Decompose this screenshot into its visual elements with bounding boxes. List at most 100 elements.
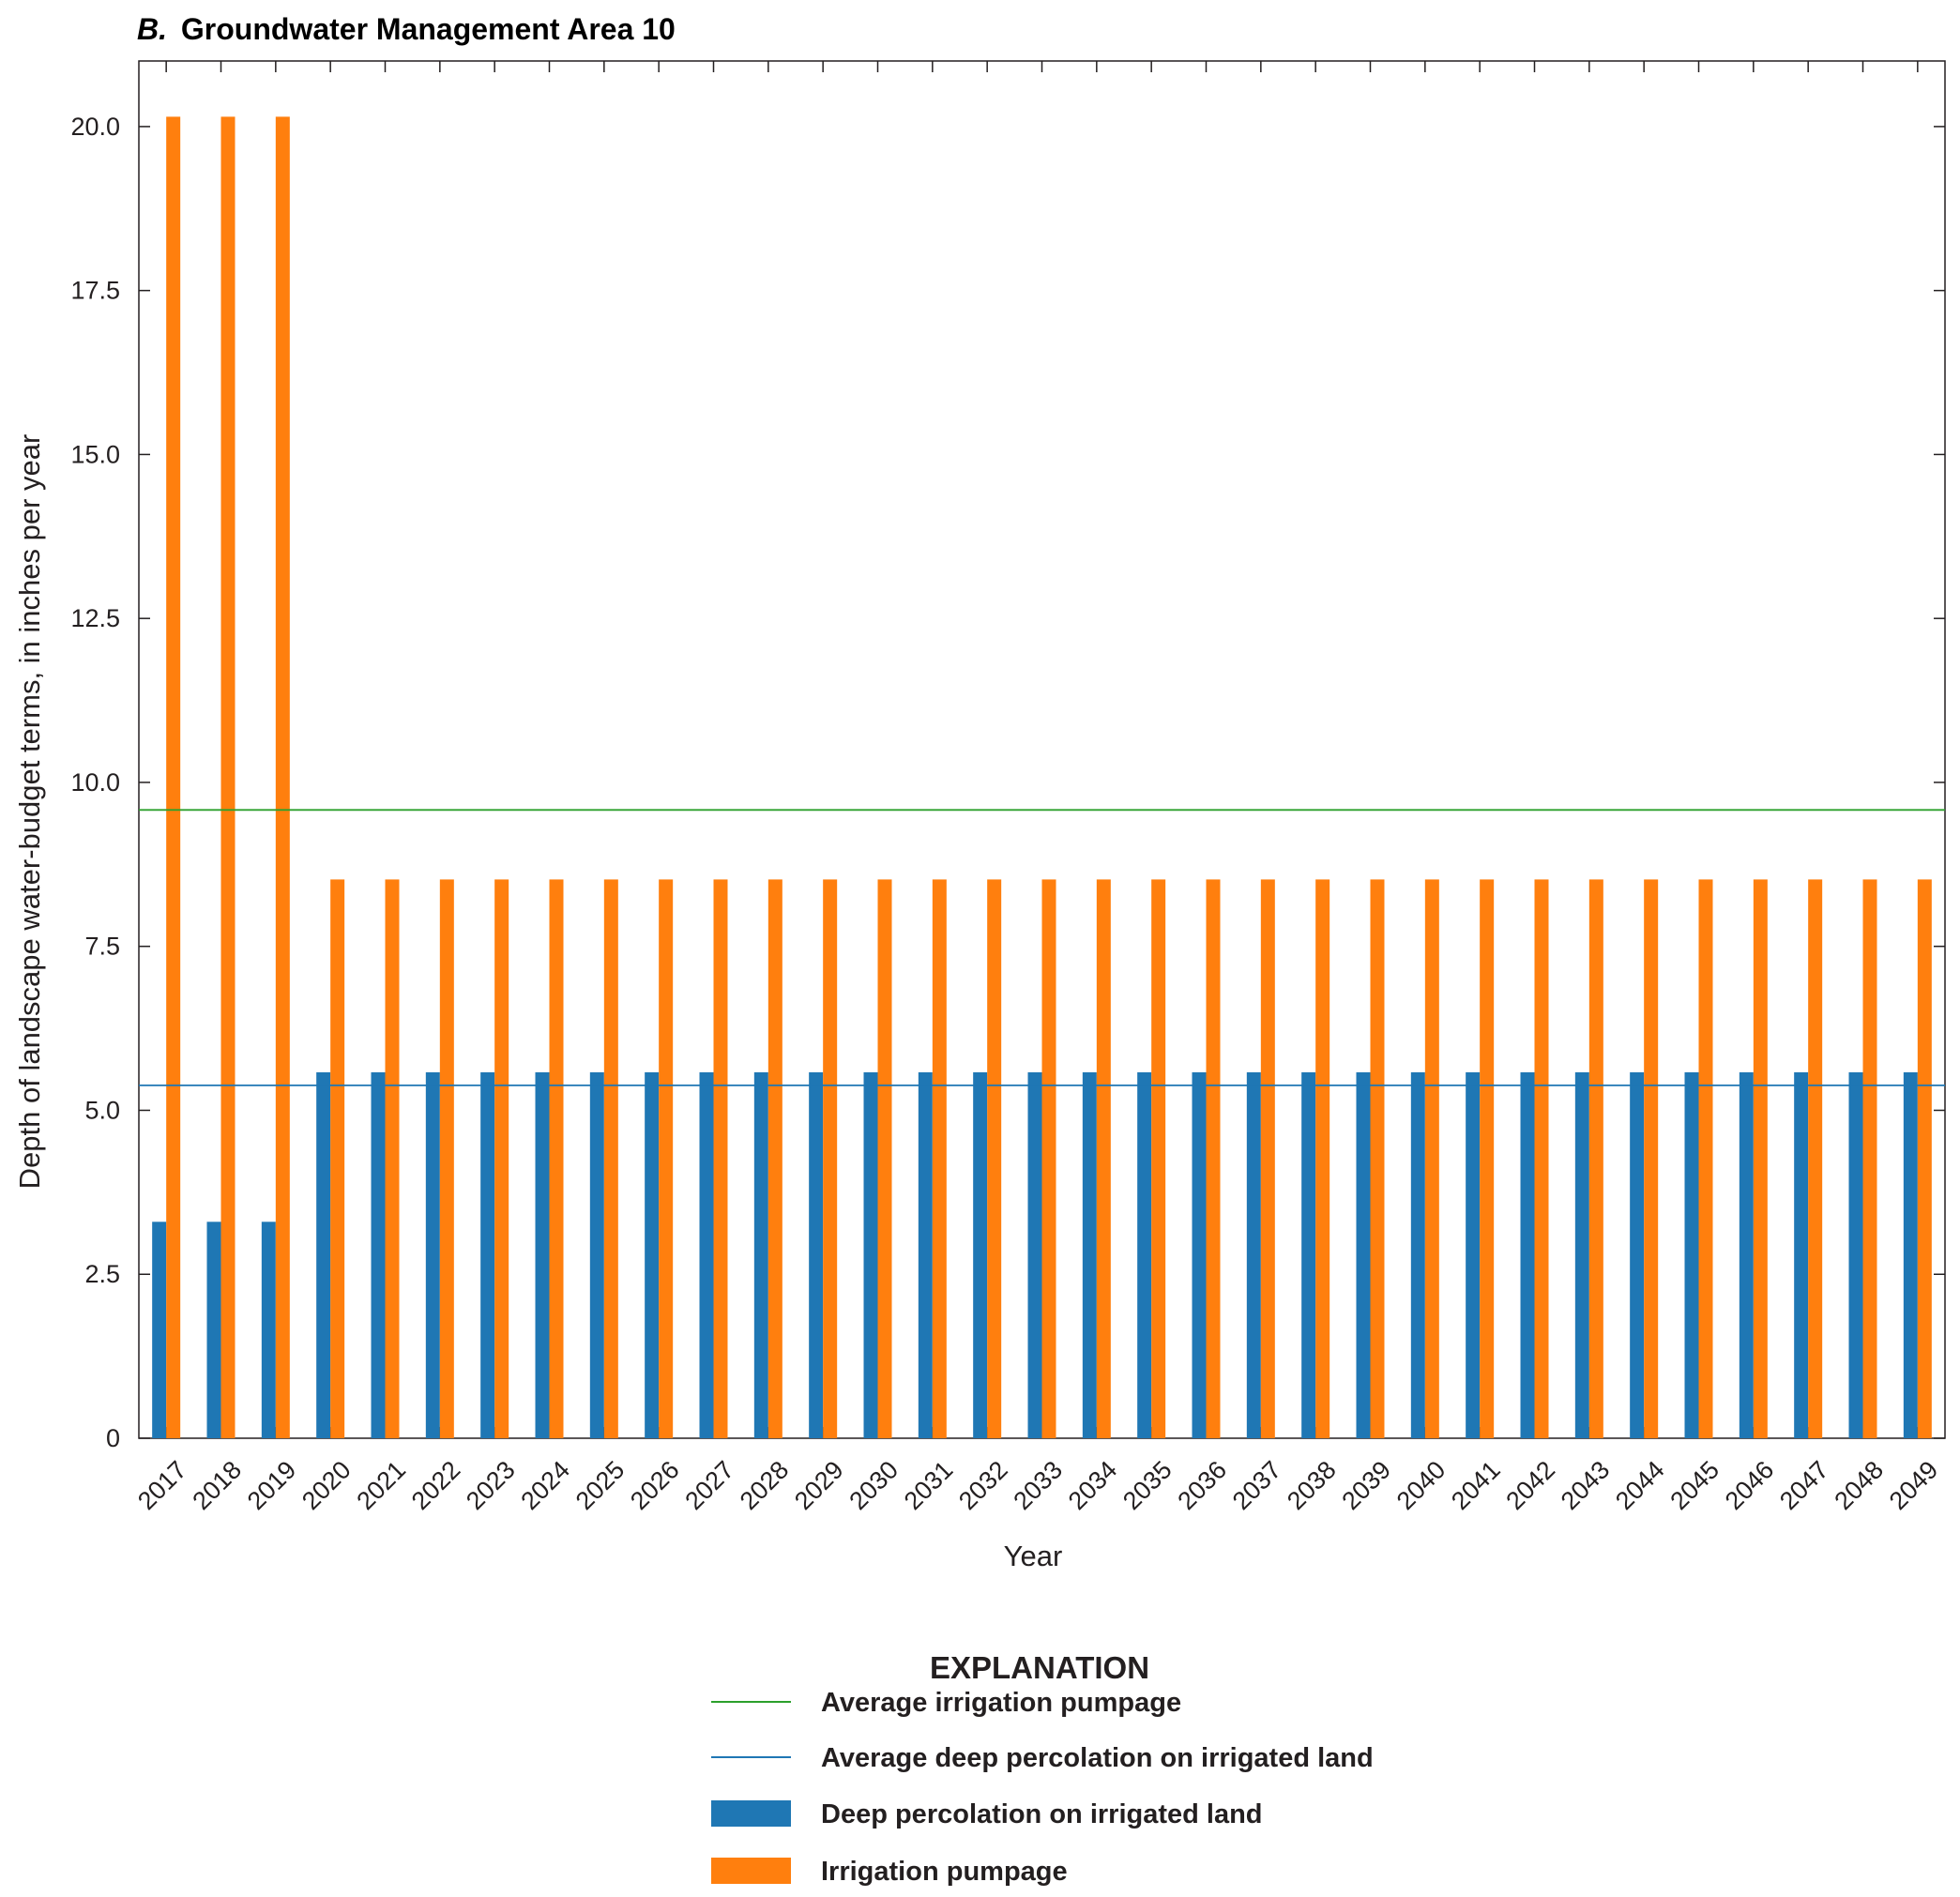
x-tick-label: 2017 — [132, 1455, 192, 1515]
x-tick-label: 2039 — [1336, 1455, 1396, 1515]
bar-irrigation-pumpage — [603, 879, 618, 1438]
x-tick-label: 2031 — [899, 1455, 959, 1515]
bar-deep-percolation — [1027, 1071, 1042, 1438]
x-tick-label: 2023 — [461, 1455, 521, 1515]
x-tick-label: 2029 — [789, 1455, 849, 1515]
bar-deep-percolation — [371, 1071, 386, 1438]
legend-heading: EXPLANATION — [930, 1650, 1149, 1685]
chart-title-lead: B. — [137, 12, 167, 46]
y-tick-label: 0 — [106, 1424, 120, 1452]
bar-deep-percolation — [1410, 1071, 1425, 1438]
y-tick-label: 15.0 — [70, 440, 120, 468]
bar-deep-percolation — [1246, 1071, 1261, 1438]
x-tick-label: 2035 — [1117, 1455, 1178, 1515]
x-tick-label: 2044 — [1610, 1455, 1670, 1515]
bar-irrigation-pumpage — [1534, 879, 1549, 1438]
bar-irrigation-pumpage — [330, 879, 345, 1438]
y-axis-title: Depth of landscape water-budget terms, i… — [13, 434, 46, 1190]
bar-irrigation-pumpage — [1424, 879, 1439, 1438]
legend-item-label: Average irrigation pumpage — [821, 1688, 1181, 1718]
y-tick-label: 20.0 — [70, 113, 120, 141]
legend-item-label: Irrigation pumpage — [821, 1857, 1068, 1887]
x-tick-label: 2022 — [406, 1455, 466, 1515]
y-tick-label: 10.0 — [70, 768, 120, 797]
bar-irrigation-pumpage — [713, 879, 728, 1438]
bar-irrigation-pumpage — [1698, 879, 1713, 1438]
bar-deep-percolation — [1848, 1071, 1863, 1438]
x-tick-label: 2027 — [679, 1455, 739, 1515]
bar-irrigation-pumpage — [1862, 879, 1877, 1438]
x-tick-label: 2020 — [296, 1455, 357, 1515]
bar-irrigation-pumpage — [1480, 879, 1495, 1438]
bar-deep-percolation — [1739, 1071, 1754, 1438]
bar-irrigation-pumpage — [1096, 879, 1111, 1438]
bar-deep-percolation — [535, 1071, 550, 1438]
bar-irrigation-pumpage — [1917, 879, 1932, 1438]
bar-deep-percolation — [589, 1071, 604, 1438]
bar-irrigation-pumpage — [220, 116, 236, 1438]
bar-irrigation-pumpage — [1206, 879, 1221, 1438]
bar-deep-percolation — [918, 1071, 933, 1438]
bar-irrigation-pumpage — [1151, 879, 1166, 1438]
bar-irrigation-pumpage — [275, 116, 290, 1438]
bar-irrigation-pumpage — [166, 116, 181, 1438]
x-tick-label: 2049 — [1884, 1455, 1944, 1515]
y-tick-label: 5.0 — [84, 1096, 120, 1124]
x-tick-label: 2028 — [735, 1455, 795, 1515]
x-tick-label: 2037 — [1227, 1455, 1287, 1515]
x-tick-label: 2033 — [1008, 1455, 1068, 1515]
x-tick-label: 2041 — [1446, 1455, 1506, 1515]
x-tick-label: 2024 — [515, 1455, 575, 1515]
bar-deep-percolation — [1466, 1071, 1481, 1438]
bar-deep-percolation — [1137, 1071, 1152, 1438]
bar-deep-percolation — [699, 1071, 714, 1438]
bar-irrigation-pumpage — [659, 879, 674, 1438]
legend: EXPLANATION Average irrigation pumpage Av… — [711, 1650, 1374, 1887]
y-tick-label: 17.5 — [70, 277, 120, 305]
x-tick-label: 2046 — [1720, 1455, 1780, 1515]
bar-deep-percolation — [261, 1222, 276, 1438]
bar-irrigation-pumpage — [1041, 879, 1056, 1438]
bar-deep-percolation — [809, 1071, 824, 1438]
bar-deep-percolation — [753, 1071, 768, 1438]
bar-deep-percolation — [1301, 1071, 1316, 1438]
x-tick-label: 2021 — [351, 1455, 411, 1515]
x-axis-title: Year — [1004, 1540, 1063, 1572]
bar-irrigation-pumpage — [767, 879, 782, 1438]
bar-irrigation-pumpage — [1588, 879, 1603, 1438]
bar-irrigation-pumpage — [439, 879, 454, 1438]
bar-deep-percolation — [973, 1071, 988, 1438]
bar-deep-percolation — [425, 1071, 440, 1438]
x-tick-label: 2048 — [1829, 1455, 1889, 1515]
chart-title: B. Groundwater Management Area 10 — [137, 12, 676, 46]
bar-irrigation-pumpage — [494, 879, 509, 1438]
y-tick-label: 2.5 — [84, 1260, 120, 1288]
bar-irrigation-pumpage — [1644, 879, 1659, 1438]
bar-deep-percolation — [1574, 1071, 1589, 1438]
bar-deep-percolation — [206, 1222, 221, 1438]
bar-deep-percolation — [316, 1071, 331, 1438]
x-tick-label: 2043 — [1556, 1455, 1616, 1515]
bar-deep-percolation — [1192, 1071, 1207, 1438]
bar-irrigation-pumpage — [823, 879, 838, 1438]
legend-box-swatch — [711, 1858, 791, 1884]
bar-irrigation-pumpage — [1370, 879, 1385, 1438]
bar-irrigation-pumpage — [1260, 879, 1275, 1438]
bar-deep-percolation — [1794, 1071, 1809, 1438]
y-tick-label: 7.5 — [84, 933, 120, 961]
bar-deep-percolation — [1684, 1071, 1699, 1438]
x-tick-label: 2042 — [1500, 1455, 1560, 1515]
x-tick-label: 2026 — [625, 1455, 685, 1515]
x-tick-label: 2045 — [1664, 1455, 1724, 1515]
legend-box-swatch — [711, 1800, 791, 1827]
x-tick-label: 2036 — [1172, 1455, 1232, 1515]
x-tick-label: 2018 — [187, 1455, 247, 1515]
bar-deep-percolation — [1520, 1071, 1535, 1438]
bar-deep-percolation — [152, 1222, 167, 1438]
bar-irrigation-pumpage — [877, 879, 892, 1438]
bar-irrigation-pumpage — [932, 879, 947, 1438]
x-tick-label: 2040 — [1391, 1455, 1451, 1515]
y-tick-label: 12.5 — [70, 604, 120, 632]
x-tick-label: 2025 — [570, 1455, 631, 1515]
